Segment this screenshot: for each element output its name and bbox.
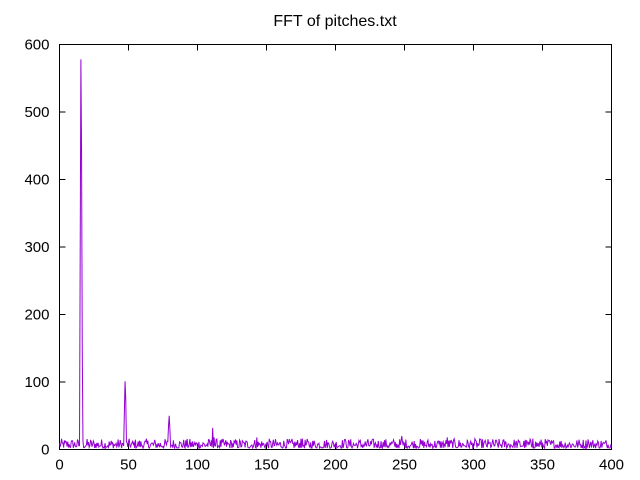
x-tick-label: 100 [185, 457, 210, 474]
x-tick-label: 50 [120, 457, 137, 474]
y-tick-label: 0 [41, 442, 49, 459]
x-tick-label: 300 [461, 457, 486, 474]
fft-series-line [59, 59, 612, 451]
chart-title: FFT of pitches.txt [273, 13, 397, 30]
y-tick-label: 300 [24, 239, 49, 256]
y-tick-label: 200 [24, 307, 49, 324]
x-tick-label: 400 [599, 457, 624, 474]
y-tick-label: 400 [24, 172, 49, 189]
plot-frame [59, 44, 612, 450]
y-tick-label: 600 [24, 37, 49, 54]
y-tick-label: 500 [24, 104, 49, 121]
x-axis: 0 50 100 150 200 250 300 350 400 [55, 44, 624, 474]
x-tick-label: 350 [530, 457, 555, 474]
plot-area [59, 59, 612, 451]
x-tick-label: 200 [323, 457, 348, 474]
x-tick-label: 150 [254, 457, 279, 474]
x-tick-label: 250 [392, 457, 417, 474]
y-axis: 0 100 200 300 400 500 600 [24, 37, 612, 459]
y-tick-label: 100 [24, 374, 49, 391]
x-tick-label: 0 [55, 457, 63, 474]
